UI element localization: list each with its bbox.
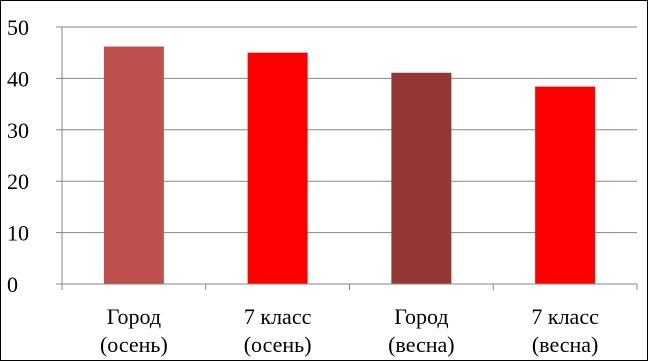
bar	[391, 72, 452, 284]
bar	[535, 86, 596, 285]
x-tick-label-line: 7 класс	[244, 304, 312, 329]
x-tick-label: Город (осень)	[100, 304, 168, 357]
x-tick-label: 7 класс (осень)	[244, 304, 312, 357]
y-tick-labels: 0 10 20 30 40 50	[7, 15, 29, 297]
x-tick-label-line: Город	[394, 304, 448, 329]
x-tick-label-line: Город	[107, 304, 161, 329]
x-tick-label-line: 7 класс	[531, 304, 599, 329]
y-tick-label: 10	[7, 221, 29, 246]
x-tick-label-line: (весна)	[388, 332, 455, 357]
axes	[56, 26, 638, 290]
bar	[247, 52, 308, 285]
y-tick-label: 20	[7, 169, 29, 194]
x-tick-labels: Город (осень)7 класс (осень)Город (весна)7 …	[100, 304, 599, 357]
y-tick-label: 0	[7, 272, 18, 297]
y-tick-label: 30	[7, 118, 29, 143]
y-tick-label: 50	[7, 15, 29, 40]
bar	[103, 46, 164, 285]
bars	[103, 46, 596, 285]
x-tick-label-line: (весна)	[532, 332, 599, 357]
x-tick-label: Город (весна)	[388, 304, 455, 357]
x-tick-label-line: (осень)	[100, 332, 168, 357]
x-tick-label: 7 класс (весна)	[531, 304, 599, 357]
x-tick-label-line: (осень)	[244, 332, 312, 357]
y-tick-label: 40	[7, 66, 29, 91]
